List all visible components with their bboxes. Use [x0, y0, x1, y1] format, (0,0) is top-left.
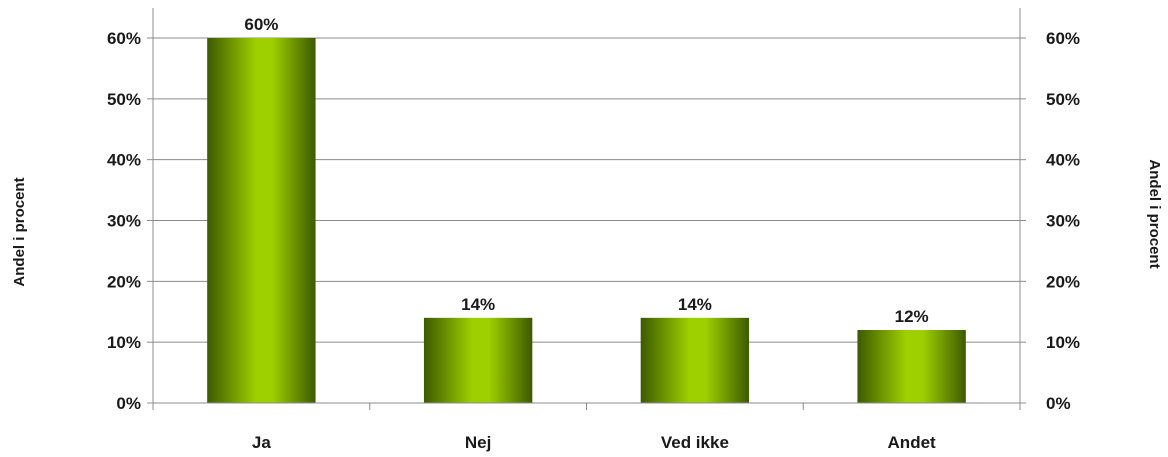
bar-nej — [423, 317, 533, 403]
labels: 0% 0% 10% 10% 20% 20% 30% 30% 40% 40% 50% 50% 60% 60%… — [107, 15, 1080, 452]
y-tick-label-right: 50% — [1046, 90, 1080, 109]
axes — [147, 8, 1026, 410]
data-label: 14% — [461, 295, 495, 314]
y-tick-label-left: 60% — [107, 29, 141, 48]
bar-andet — [857, 330, 966, 403]
y-tick-label-left: 50% — [107, 90, 141, 109]
y-tick-label-right: 20% — [1046, 272, 1080, 291]
x-category-label: Andet — [888, 433, 937, 452]
data-label: 14% — [678, 295, 712, 314]
y-tick-label-right: 40% — [1046, 151, 1080, 170]
bar-ved-ikke — [640, 317, 750, 403]
bars — [207, 38, 966, 403]
y-tick-label-right: 10% — [1046, 333, 1080, 352]
y-tick-label-left: 30% — [107, 212, 141, 231]
x-category-label: Nej — [465, 433, 491, 452]
y-axis-title-left: Andel i procent — [11, 177, 28, 286]
y-tick-label-left: 10% — [107, 333, 141, 352]
y-tick-label-left: 40% — [107, 151, 141, 170]
y-tick-label-right: 60% — [1046, 29, 1080, 48]
x-category-label: Ja — [252, 433, 271, 452]
y-tick-label-right: 30% — [1046, 212, 1080, 231]
bar-ja — [207, 38, 316, 403]
x-category-label: Ved ikke — [661, 433, 729, 452]
y-tick-label-right: 0% — [1046, 394, 1071, 413]
data-label: 60% — [244, 15, 278, 34]
y-tick-label-left: 0% — [116, 394, 141, 413]
data-label: 12% — [895, 307, 929, 326]
y-tick-label-left: 20% — [107, 272, 141, 291]
y-axis-title-right: Andel i procent — [1146, 159, 1163, 268]
